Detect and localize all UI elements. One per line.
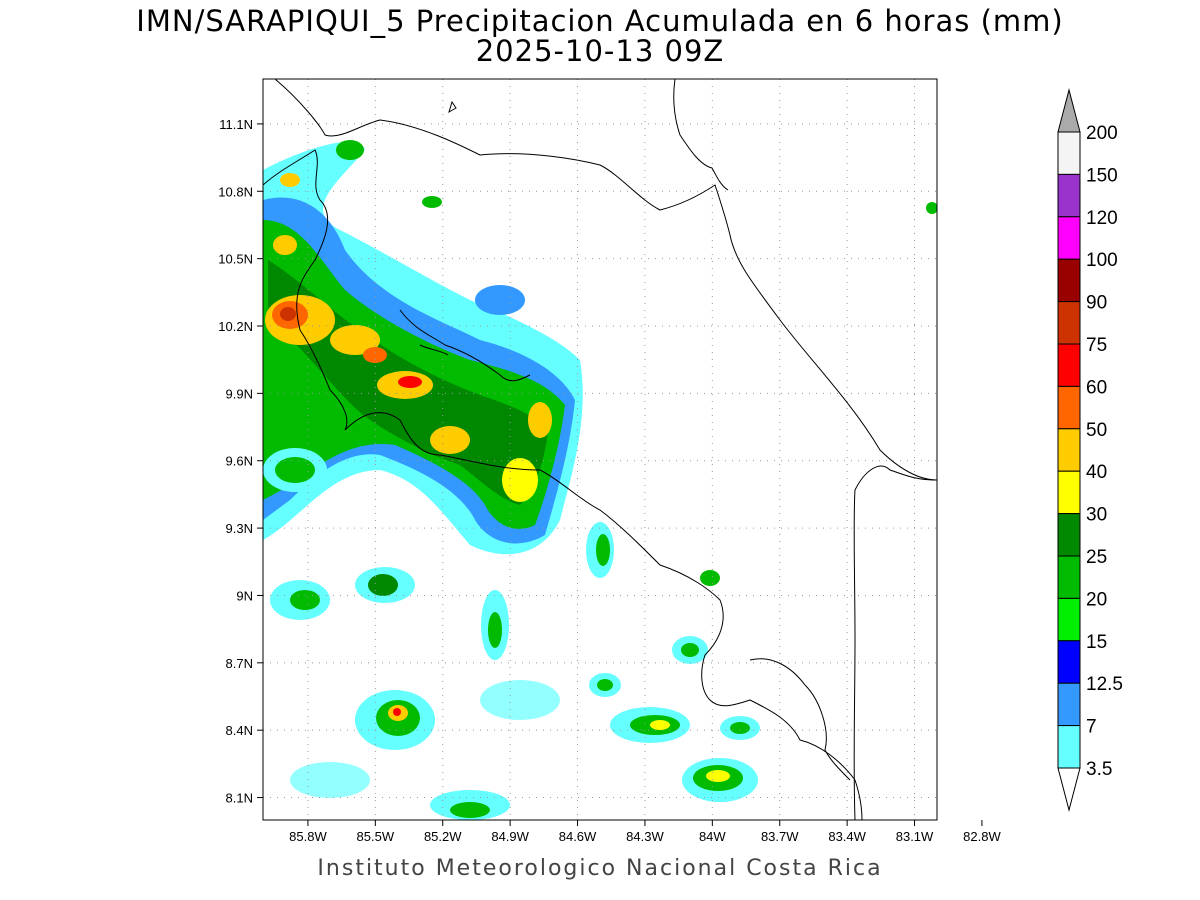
colorbar-swatch: [1057, 640, 1081, 684]
rain-blob-m2: [450, 802, 490, 818]
lat-tick-label: 10.2N: [218, 319, 253, 334]
rain-blob-p: [475, 285, 525, 315]
lon-tick-label: 83.1W: [896, 829, 934, 844]
rain-blob-c2: [368, 574, 398, 596]
colorbar-level-label: 20: [1086, 589, 1107, 610]
colorbar-level-label: 75: [1086, 335, 1107, 356]
rain-blob-l: [700, 570, 720, 586]
lon-tick-label: 85.8W: [289, 829, 327, 844]
rain-blob-r: [480, 680, 560, 720]
rain-blob-e2: [596, 534, 610, 566]
lon-tick-label: 84W: [699, 829, 726, 844]
colorbar-legend: 200 150 120 100 90 75 60 50 40 30 25 20 15 12.5 7 3.5: [1057, 88, 1123, 812]
colorbar-swatch: [1057, 682, 1081, 727]
rain-blob-i2: [597, 679, 613, 691]
colorbar-swatch: [1057, 301, 1081, 345]
map-frame: [262, 78, 938, 821]
lat-tick-label: 8.1N: [226, 791, 253, 806]
map-grid: [263, 79, 937, 820]
rain-blob-s: [290, 762, 370, 798]
rain-core-3: [280, 307, 296, 321]
rain-core-11: [273, 235, 297, 255]
colorbar-swatch: [1057, 385, 1081, 430]
lon-tick-label: 84.6W: [559, 829, 597, 844]
colorbar-level-label: 7: [1086, 717, 1097, 738]
lat-tick-label: 11.1N: [219, 117, 253, 132]
axis-ticks: 85.8W 85.5W 85.2W 84.9W 84.6W 84.3W 84W 83.7W 83…: [218, 117, 1001, 844]
colorbar-swatch: [1057, 131, 1081, 175]
rain-blob-q: [926, 202, 937, 214]
colorbar-swatch: [1057, 555, 1081, 599]
rain-core-10: [528, 402, 552, 438]
rain-core-8: [430, 426, 470, 454]
lon-tick-label: 85.2W: [424, 829, 462, 844]
chart-title: IMN/SARAPIQUI_5 Precipitacion Acumulada …: [136, 4, 1064, 38]
colorbar-swatch: [1057, 343, 1081, 387]
colorbar-over-triangle: [1057, 88, 1081, 133]
rain-blob-k2: [730, 722, 750, 734]
colorbar-swatch: [1057, 470, 1081, 515]
lon-tick-label: 83.7W: [761, 829, 799, 844]
coastline: [263, 79, 937, 820]
rain-core-5: [363, 347, 387, 363]
rain-blob-a2: [275, 457, 315, 483]
rain-blob-j2: [681, 643, 699, 657]
rain-core-7: [398, 376, 422, 388]
colorbar-level-label: 15: [1086, 632, 1107, 653]
rain-blob-b2: [290, 590, 320, 610]
lat-tick-label: 9N: [236, 588, 253, 603]
colorbar-level-label: 30: [1086, 505, 1107, 526]
colorbar-level-label: 150: [1086, 165, 1118, 186]
colorbar-swatch: [1057, 597, 1081, 642]
colorbar-level-label: 100: [1086, 250, 1118, 271]
lon-tick-label: 84.9W: [491, 829, 529, 844]
chart-subtitle-date: 2025-10-13 09Z: [475, 34, 725, 68]
lat-tick-label: 9.9N: [226, 386, 253, 401]
lat-tick-label: 9.3N: [226, 521, 253, 536]
lat-tick-label: 9.6N: [226, 454, 253, 469]
lon-tick-label: 85.5W: [357, 829, 395, 844]
colorbar-level-label: 50: [1086, 420, 1107, 441]
colorbar-swatch: [1057, 428, 1081, 472]
colorbar-under-triangle: [1057, 767, 1081, 812]
rain-core-12: [280, 173, 300, 187]
rain-blob-f4: [393, 708, 401, 716]
lat-tick-label: 10.5N: [218, 252, 253, 267]
lat-tick-label: 8.7N: [226, 656, 253, 671]
colorbar-level-label: 90: [1086, 293, 1107, 314]
lat-tick-label: 8.4N: [226, 723, 253, 738]
rain-blob-o: [422, 196, 442, 208]
colorbar-level-label: 40: [1086, 462, 1107, 483]
colorbar-level-label: 120: [1086, 208, 1118, 229]
colorbar-swatch: [1057, 725, 1081, 769]
colorbar-swatch: [1057, 173, 1081, 218]
rain-blob-h3: [706, 770, 730, 782]
lon-tick-label: 84.3W: [626, 829, 664, 844]
colorbar-level-label: 3.5: [1086, 759, 1112, 780]
credit-text: Instituto Meteorologico Nacional Costa R…: [317, 856, 883, 881]
colorbar-swatch: [1057, 258, 1081, 303]
rain-blob-d2: [488, 612, 502, 648]
colorbar-level-label: 200: [1086, 123, 1118, 144]
precipitation-field: [263, 140, 937, 820]
rain-blob-g3: [650, 720, 670, 730]
colorbar-swatch: [1057, 513, 1081, 557]
lon-tick-label: 82.8W: [963, 829, 1001, 844]
rain-blob-n: [336, 140, 364, 160]
lon-tick-label: 83.4W: [828, 829, 866, 844]
rain-core-9: [502, 458, 538, 502]
colorbar-level-label: 12.5: [1086, 674, 1123, 695]
lat-tick-label: 10.8N: [218, 184, 253, 199]
colorbar-swatch: [1057, 216, 1081, 260]
colorbar-level-label: 25: [1086, 547, 1107, 568]
rain-core-4: [330, 325, 380, 355]
colorbar-level-label: 60: [1086, 377, 1107, 398]
